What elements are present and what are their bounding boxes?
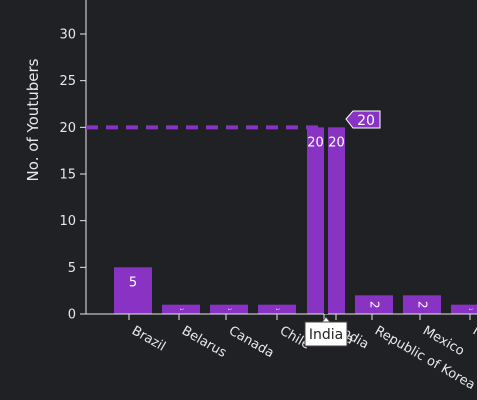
bar <box>258 304 296 314</box>
y-tick-label: 20 <box>59 121 76 136</box>
bar-data-label: 2 <box>416 301 430 309</box>
bar <box>451 304 477 314</box>
bars-layer: 5 1 1 1 20 20 2 2 1 <box>114 127 477 314</box>
hover-value-box <box>345 110 381 129</box>
bar-data-label: 1 <box>179 308 184 311</box>
y-axis-label: No. of Youtubers <box>24 58 42 181</box>
bar <box>403 295 441 314</box>
x-tick-label: Belarus <box>179 323 229 361</box>
y-tick-label: 25 <box>59 74 76 89</box>
hover-layer: 20 India <box>86 110 381 347</box>
hover-value-label: 20 <box>357 113 375 129</box>
bar-data-label: 5 <box>129 275 137 290</box>
bar-data-label: 1 <box>275 308 280 311</box>
x-tick-label: Brazil <box>129 323 168 354</box>
hover-category-label: India <box>309 327 343 343</box>
bar <box>114 267 152 314</box>
bar-data-label: 2 <box>368 301 382 309</box>
y-tick-label: 15 <box>59 168 76 183</box>
bar <box>355 295 393 314</box>
hover-category-pointer <box>320 316 332 323</box>
x-tick-label: Canada <box>226 323 276 361</box>
y-tick-label: 10 <box>59 214 76 229</box>
y-tick-label: 30 <box>59 28 76 43</box>
y-tick-label: 5 <box>68 261 76 276</box>
y-tick-label: 0 <box>68 308 76 323</box>
bar-data-label: 20 <box>328 135 345 150</box>
bar-data-label: 20 <box>307 135 324 150</box>
bar-data-label: 1 <box>468 308 473 311</box>
bar <box>328 127 345 314</box>
bar <box>162 304 200 314</box>
bar <box>210 304 248 314</box>
bar <box>307 127 324 314</box>
bar-data-label: 1 <box>227 308 232 311</box>
x-tick-label: N <box>470 323 477 341</box>
